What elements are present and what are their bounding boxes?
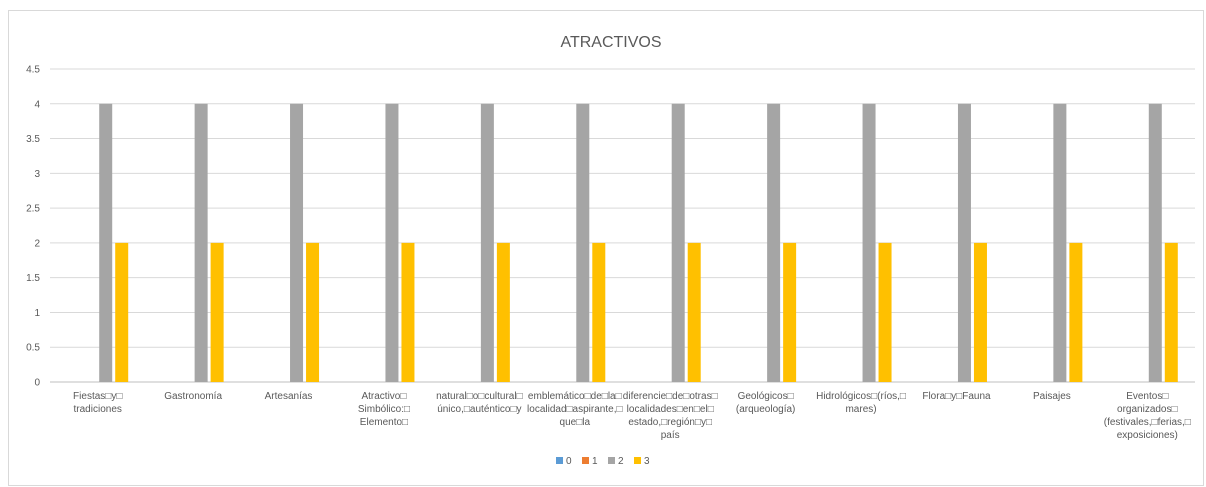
x-tick-label-line: Fiestas□y□	[73, 391, 122, 402]
x-axis-ticks: Fiestas□y□ tradiciones Gastronomía Artesaní…	[73, 391, 1191, 441]
x-tick-label-line: diferencie□de□otras□	[623, 391, 718, 402]
chart-svg: ATRACTIVOS 0 0.5 1 1.5 2 2.5 3 3.5 4 4.5 Fiestas□…	[26, 34, 1195, 467]
bar-series-3-cat-1	[210, 242, 224, 382]
bar-series-3-cat-3	[401, 242, 415, 382]
x-tick-label: Flora□y□Fauna	[922, 391, 991, 402]
bar-series-3-cat-6	[687, 242, 701, 382]
x-tick-label-line: Hidrológicos□(ríos,□	[816, 391, 906, 402]
x-tick-label-line: emblemático□de□la□	[528, 391, 622, 402]
y-tick-label: 3.5	[26, 134, 40, 145]
x-tick-label-line: tradiciones	[74, 404, 122, 415]
x-tick-label: diferencie□de□otras□ localidades□en□el□ es…	[623, 391, 718, 441]
x-tick-label: Artesanías	[265, 391, 313, 402]
x-tick-label-line: país	[661, 430, 680, 441]
x-tick-label-line: Simbólico:□	[358, 404, 410, 415]
bar-series-3-cat-7	[783, 242, 797, 382]
x-tick-label-line: Artesanías	[265, 391, 313, 402]
legend: 0 1 2 3	[556, 456, 650, 467]
bar-series-2-cat-1	[194, 103, 208, 383]
y-tick-label: 4.5	[26, 65, 40, 76]
x-tick-label-line: natural□o□cultural□	[436, 391, 523, 402]
legend-swatch-1	[582, 457, 589, 464]
x-tick-label-line: estado,□región□y□	[628, 417, 712, 428]
x-tick-label-line: localidad□aspirante,□	[527, 404, 622, 415]
bar-series-3-cat-10	[1069, 242, 1083, 382]
x-tick-label-line: Gastronomía	[164, 391, 222, 402]
bar-series-2-cat-7	[767, 103, 781, 383]
x-tick-label-line: localidades□en□el□	[627, 404, 714, 415]
x-tick-label-line: Paisajes	[1033, 391, 1071, 402]
x-tick-label-line: Atractivo□	[361, 391, 406, 402]
bar-series-3-cat-4	[496, 242, 510, 382]
x-tick-label-line: Flora□y□Fauna	[922, 391, 991, 402]
x-tick-label: Fiestas□y□ tradiciones	[73, 391, 122, 415]
x-tick-label: Atractivo□ Simbólico:□ Elemento□	[358, 391, 410, 428]
y-tick-label: 1	[34, 308, 40, 319]
bar-series-2-cat-2	[290, 103, 304, 383]
grid-layer	[50, 68, 1195, 383]
bar-series-2-cat-3	[385, 103, 399, 383]
x-tick-label: Hidrológicos□(ríos,□ mares)	[816, 391, 906, 415]
chart-title: ATRACTIVOS	[560, 34, 661, 51]
y-tick-label: 4	[34, 99, 40, 110]
x-tick-label-line: Geológicos□	[738, 391, 794, 402]
y-tick-label: 3	[34, 169, 40, 180]
x-tick-label: Paisajes	[1033, 391, 1071, 402]
bar-series-3-cat-5	[592, 242, 606, 382]
bar-series-3-cat-2	[306, 242, 320, 382]
bar-series-2-cat-6	[671, 103, 685, 383]
x-tick-label-line: Elemento□	[360, 417, 408, 428]
bar-series-2-cat-10	[1053, 103, 1067, 383]
bar-series-2-cat-8	[862, 103, 876, 383]
legend-label-0: 0	[566, 456, 572, 467]
x-tick-label-line: que□la	[560, 417, 591, 428]
x-tick-label: emblemático□de□la□ localidad□aspirante,□ q…	[527, 391, 622, 428]
legend-swatch-2	[608, 457, 615, 464]
x-tick-label-line: organizados□	[1117, 404, 1178, 415]
y-tick-label: 0.5	[26, 343, 40, 354]
chart-frame: ATRACTIVOS 0 0.5 1 1.5 2 2.5 3 3.5 4 4.5 Fiestas□…	[8, 10, 1204, 486]
bar-series-3-cat-9	[973, 242, 987, 382]
x-tick-label-line: mares)	[845, 404, 876, 415]
legend-label-2: 2	[618, 456, 624, 467]
x-tick-label-line: (arqueología)	[736, 404, 795, 415]
bar-series-2-cat-0	[99, 103, 113, 383]
x-tick-label-line: (festivales,□ferias,□	[1104, 417, 1191, 428]
bar-series-2-cat-9	[957, 103, 971, 383]
x-tick-label: Geológicos□ (arqueología)	[736, 391, 795, 415]
bar-series-3-cat-0	[115, 242, 129, 382]
legend-label-3: 3	[644, 456, 650, 467]
bar-series-2-cat-5	[576, 103, 590, 383]
bar-series-3-cat-11	[1164, 242, 1178, 382]
y-tick-label: 1.5	[26, 273, 40, 284]
bar-series-2-cat-4	[480, 103, 494, 383]
y-axis-ticks: 0 0.5 1 1.5 2 2.5 3 3.5 4 4.5	[26, 65, 40, 389]
y-tick-label: 2	[34, 238, 40, 249]
x-tick-label: Gastronomía	[164, 391, 222, 402]
x-tick-label-line: exposiciones)	[1117, 430, 1178, 441]
x-tick-label-line: único,□auténtico□y	[437, 404, 521, 415]
bar-series-3-cat-8	[878, 242, 892, 382]
bars	[99, 103, 1178, 383]
legend-swatch-0	[556, 457, 563, 464]
legend-swatch-3	[634, 457, 641, 464]
y-tick-label: 0	[34, 378, 40, 389]
x-tick-label: Eventos□ organizados□ (festivales,□ferias,…	[1104, 391, 1191, 441]
y-tick-label: 2.5	[26, 204, 40, 215]
x-tick-label-line: Eventos□	[1126, 391, 1168, 402]
x-tick-label: natural□o□cultural□ único,□auténtico□y	[436, 391, 523, 415]
legend-label-1: 1	[592, 456, 598, 467]
bar-series-2-cat-11	[1148, 103, 1162, 383]
